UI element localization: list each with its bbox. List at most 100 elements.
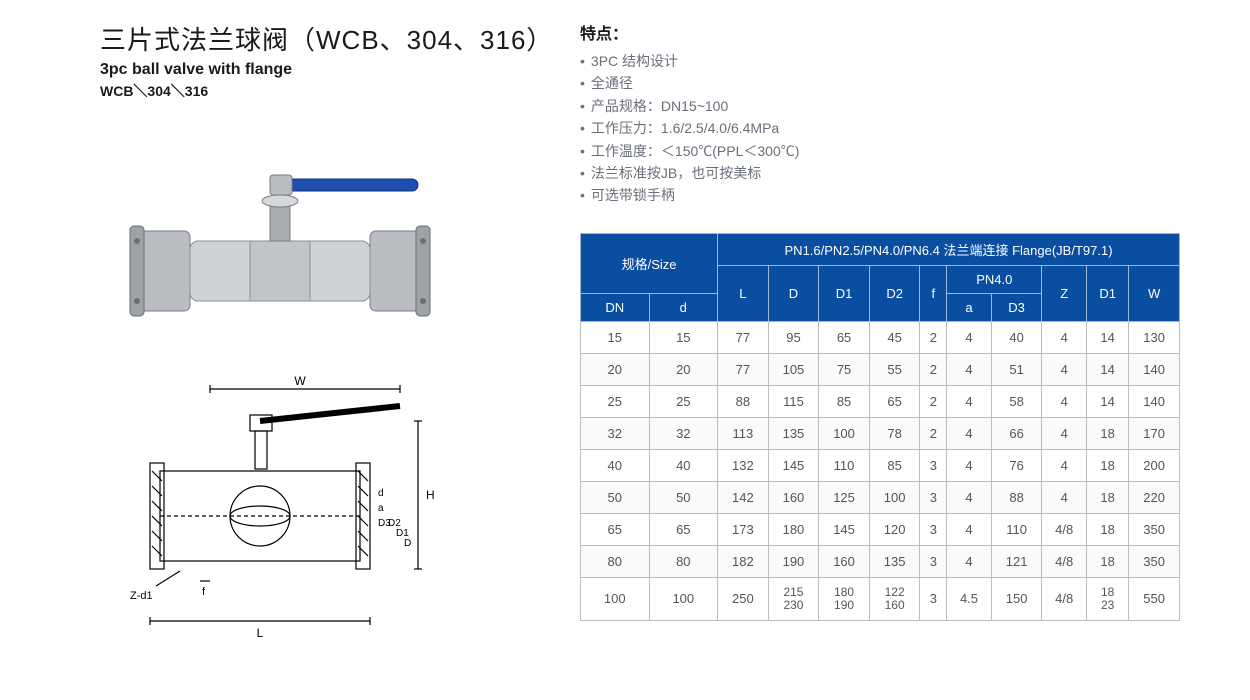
th-col: D1 (1087, 265, 1129, 321)
table-cell: 250 (718, 577, 769, 620)
spec-table: 规格/Size PN1.6/PN2.5/PN4.0/PN6.4 法兰端连接 Fl… (580, 233, 1180, 621)
table-cell: 65 (819, 321, 870, 353)
table-cell: 15 (649, 321, 718, 353)
table-cell: 45 (869, 321, 920, 353)
table-cell: 4 (1042, 449, 1087, 481)
table-cell: 3 (920, 513, 947, 545)
table-cell: 4 (1042, 481, 1087, 513)
table-cell: 18 (1087, 449, 1129, 481)
table-cell: 95 (768, 321, 819, 353)
table-cell: 4/8 (1042, 545, 1087, 577)
th-group-pn40: PN4.0 (947, 265, 1042, 293)
th-col: D (768, 265, 819, 321)
table-cell: 20 (649, 353, 718, 385)
table-cell: 66 (991, 417, 1042, 449)
table-cell: 173 (718, 513, 769, 545)
table-cell: 215230 (768, 577, 819, 620)
th-col: L (718, 265, 769, 321)
table-cell: 120 (869, 513, 920, 545)
table-cell: 40 (649, 449, 718, 481)
table-cell: 113 (718, 417, 769, 449)
table-row: 10010025021523018019012216034.51504/8182… (581, 577, 1180, 620)
feature-item: 3PC 结构设计 (580, 50, 1200, 72)
table-cell: 20 (581, 353, 650, 385)
table-cell: 100 (869, 481, 920, 513)
th-col: d (649, 293, 718, 321)
table-row: 1515779565452440414130 (581, 321, 1180, 353)
feature-item: 全通径 (580, 72, 1200, 94)
table-cell: 50 (649, 481, 718, 513)
table-cell: 18 (1087, 513, 1129, 545)
dimensional-diagram: W (100, 371, 440, 671)
th-col: D1 (819, 265, 870, 321)
table-cell: 4 (947, 545, 992, 577)
th-col: D3 (991, 293, 1042, 321)
table-cell: 142 (718, 481, 769, 513)
table-cell: 2 (920, 353, 947, 385)
table-cell: 4 (1042, 353, 1087, 385)
table-cell: 14 (1087, 321, 1129, 353)
title-chinese: 三片式法兰球阀（WCB、304、316） (100, 20, 560, 57)
table-cell: 100 (581, 577, 650, 620)
table-cell: 150 (991, 577, 1042, 620)
table-cell: 65 (581, 513, 650, 545)
table-cell: 4/8 (1042, 513, 1087, 545)
table-row: 4040132145110853476418200 (581, 449, 1180, 481)
table-cell: 145 (768, 449, 819, 481)
svg-text:W: W (294, 374, 306, 388)
table-cell: 65 (869, 385, 920, 417)
table-cell: 58 (991, 385, 1042, 417)
table-cell: 100 (819, 417, 870, 449)
table-cell: 4 (947, 481, 992, 513)
th-size: 规格/Size (581, 233, 718, 293)
table-cell: 77 (718, 321, 769, 353)
table-cell: 18 (1087, 417, 1129, 449)
th-col: D2 (869, 265, 920, 321)
table-cell: 18 (1087, 545, 1129, 577)
table-cell: 180 (768, 513, 819, 545)
table-cell: 4 (947, 321, 992, 353)
table-cell: 4/8 (1042, 577, 1087, 620)
table-cell: 51 (991, 353, 1042, 385)
feature-item: 工作压力：1.6/2.5/4.0/6.4MPa (580, 117, 1200, 139)
table-cell: 14 (1087, 353, 1129, 385)
table-cell: 122160 (869, 577, 920, 620)
feature-item: 法兰标准按JB，也可按美标 (580, 162, 1200, 184)
table-row: 3232113135100782466418170 (581, 417, 1180, 449)
table-row: 6565173180145120341104/818350 (581, 513, 1180, 545)
table-cell: 88 (991, 481, 1042, 513)
table-cell: 15 (581, 321, 650, 353)
table-cell: 130 (1129, 321, 1180, 353)
th-col: f (920, 265, 947, 321)
table-cell: 140 (1129, 385, 1180, 417)
table-cell: 190 (768, 545, 819, 577)
table-cell: 55 (869, 353, 920, 385)
table-cell: 4 (947, 385, 992, 417)
table-cell: 135 (869, 545, 920, 577)
svg-text:f: f (202, 586, 206, 598)
table-cell: 77 (718, 353, 769, 385)
table-cell: 4 (947, 417, 992, 449)
table-cell: 1823 (1087, 577, 1129, 620)
table-cell: 32 (649, 417, 718, 449)
table-cell: 180190 (819, 577, 870, 620)
table-cell: 350 (1129, 545, 1180, 577)
features-list: 3PC 结构设计 全通径 产品规格：DN15~100 工作压力：1.6/2.5/… (580, 50, 1200, 207)
table-cell: 4 (1042, 385, 1087, 417)
th-col: Z (1042, 265, 1087, 321)
table-cell: 80 (581, 545, 650, 577)
table-cell: 4 (1042, 321, 1087, 353)
title-english: 3pc ball valve with flange (100, 61, 560, 79)
feature-item: 工作温度：＜150℃(PPL＜300℃) (580, 140, 1200, 162)
table-cell: 3 (920, 449, 947, 481)
table-cell: 4 (947, 513, 992, 545)
th-flange: PN1.6/PN2.5/PN4.0/PN6.4 法兰端连接 Flange(JB/… (718, 233, 1180, 265)
table-cell: 85 (819, 385, 870, 417)
svg-text:Z-d1: Z-d1 (130, 590, 153, 602)
th-col: W (1129, 265, 1180, 321)
table-row: 50501421601251003488418220 (581, 481, 1180, 513)
table-cell: 350 (1129, 513, 1180, 545)
svg-text:a: a (378, 503, 384, 514)
features-heading: 特点： (580, 20, 1200, 44)
table-cell: 110 (991, 513, 1042, 545)
